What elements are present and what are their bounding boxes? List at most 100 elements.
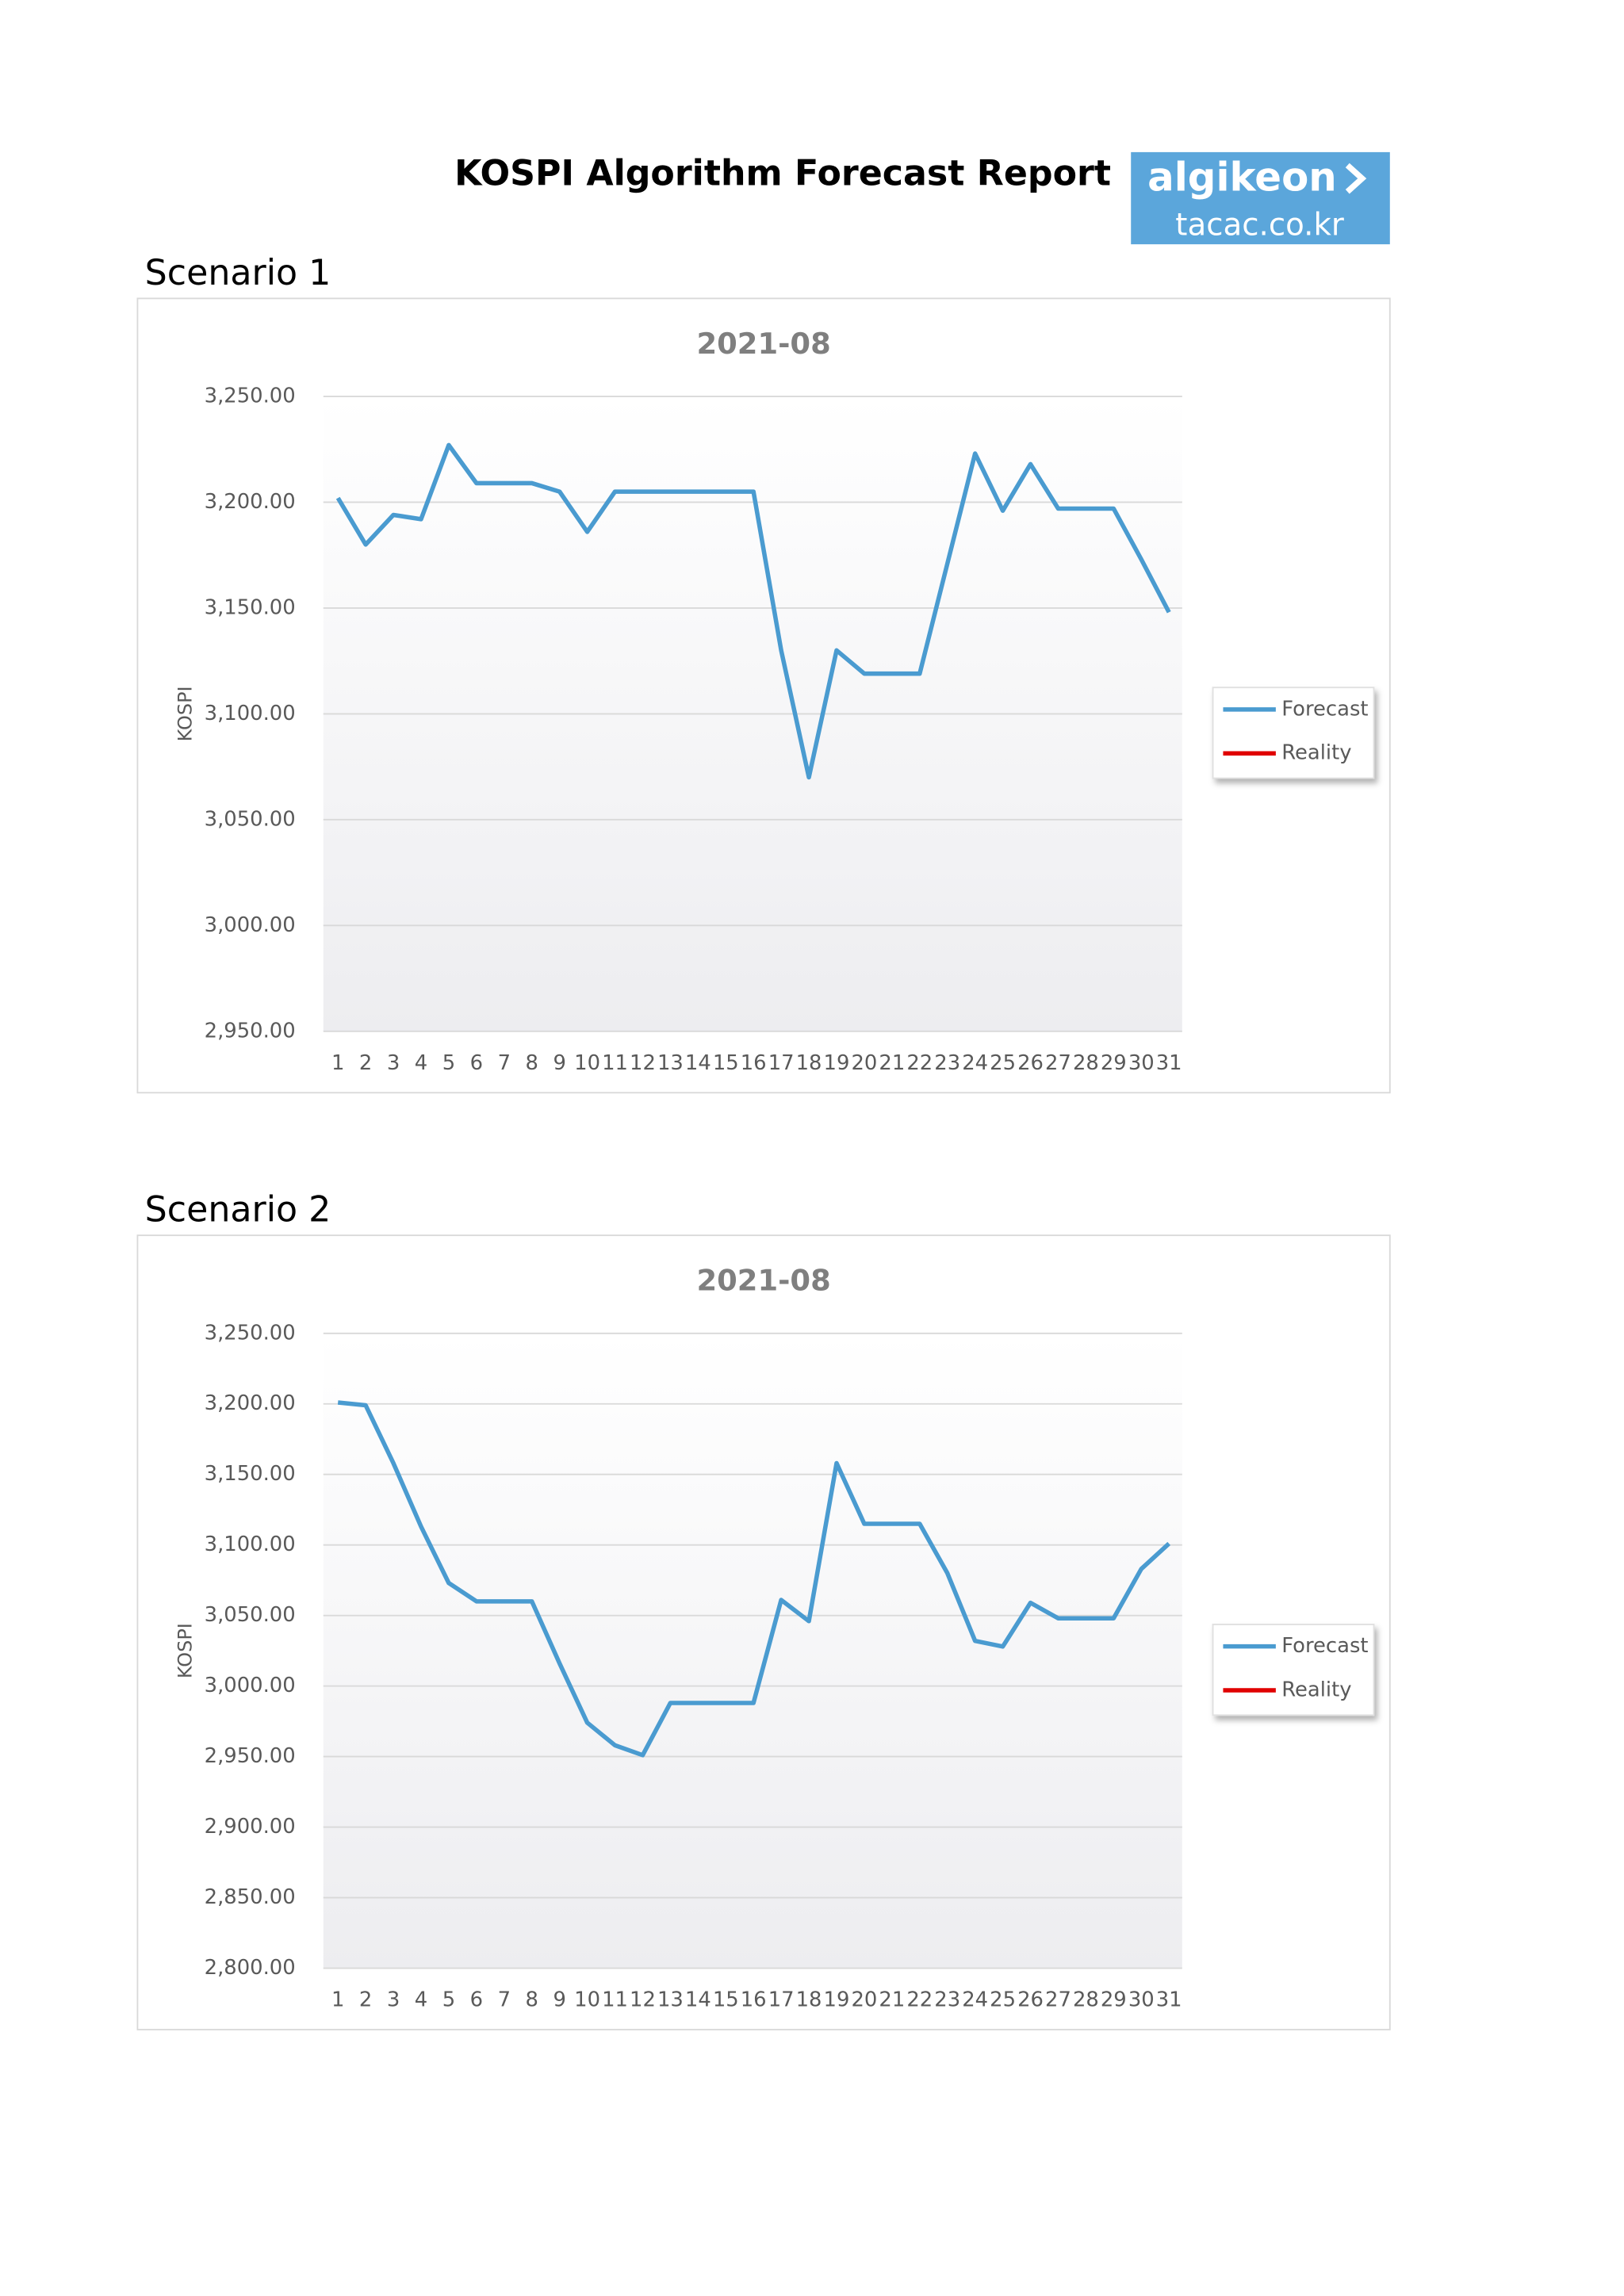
y-axis-label: KOSPI xyxy=(174,1623,196,1678)
legend-label: Reality xyxy=(1281,1678,1351,1701)
y-tick-label: 3,200.00 xyxy=(205,490,296,514)
x-tick-label: 17 xyxy=(768,1051,795,1075)
x-tick-label: 23 xyxy=(934,1051,960,1075)
x-tick-label: 7 xyxy=(498,1988,511,2012)
plot-area xyxy=(323,1333,1182,1969)
y-tick-label: 2,950.00 xyxy=(205,1744,296,1768)
x-tick-label: 25 xyxy=(990,1988,1016,2012)
y-tick-label: 3,200.00 xyxy=(205,1391,296,1415)
x-tick-label: 9 xyxy=(553,1988,565,2012)
series-line xyxy=(337,1400,1171,1758)
x-tick-label: 20 xyxy=(851,1988,877,2012)
x-tick-label: 1 xyxy=(331,1988,344,2012)
x-tick-label: 8 xyxy=(526,1051,538,1075)
legend-box xyxy=(1212,1624,1375,1716)
x-tick-label: 18 xyxy=(796,1988,822,2012)
legend-label: Forecast xyxy=(1281,1634,1368,1658)
x-tick-label: 16 xyxy=(741,1988,767,2012)
y-tick-label: 3,000.00 xyxy=(205,913,296,937)
x-tick-label: 21 xyxy=(879,1051,905,1075)
y-tick-label: 3,100.00 xyxy=(205,702,296,725)
x-tick-label: 1 xyxy=(331,1051,344,1075)
x-tick-label: 26 xyxy=(1017,1051,1044,1075)
x-tick-label: 11 xyxy=(602,1988,628,2012)
chart-title: 2021-08 xyxy=(696,1264,830,1298)
x-tick-label: 20 xyxy=(851,1051,877,1075)
y-tick-label: 3,150.00 xyxy=(205,595,296,619)
x-tick-label: 27 xyxy=(1045,1051,1071,1075)
x-tick-label: 27 xyxy=(1045,1988,1071,2012)
y-tick-label: 3,250.00 xyxy=(205,1321,296,1345)
y-tick-label: 3,150.00 xyxy=(205,1462,296,1486)
x-tick-label: 24 xyxy=(962,1051,988,1075)
x-tick-label: 3 xyxy=(387,1051,400,1075)
y-tick-label: 3,000.00 xyxy=(205,1674,296,1697)
chart-title: 2021-08 xyxy=(696,327,830,361)
y-axis-label: KOSPI xyxy=(174,686,196,741)
x-tick-label: 24 xyxy=(962,1988,988,2012)
x-tick-label: 4 xyxy=(415,1051,427,1075)
logo-chevron xyxy=(1345,163,1367,194)
x-tick-label: 19 xyxy=(824,1051,850,1075)
x-tick-label: 12 xyxy=(630,1988,656,2012)
y-tick-label: 3,100.00 xyxy=(205,1533,296,1556)
x-tick-label: 3 xyxy=(387,1988,400,2012)
x-tick-label: 26 xyxy=(1017,1988,1044,2012)
x-tick-label: 14 xyxy=(685,1988,711,2012)
x-tick-label: 6 xyxy=(470,1051,483,1075)
x-tick-label: 9 xyxy=(553,1051,565,1075)
series-line xyxy=(335,442,1171,780)
logo-name: algikeon xyxy=(1147,154,1337,200)
x-tick-label: 28 xyxy=(1073,1988,1099,2012)
y-tick-label: 2,950.00 xyxy=(205,1019,296,1043)
x-tick-label: 6 xyxy=(470,1988,483,2012)
x-tick-label: 31 xyxy=(1156,1988,1182,2012)
y-tick-label: 3,050.00 xyxy=(205,1603,296,1627)
x-tick-label: 29 xyxy=(1101,1988,1127,2012)
x-tick-label: 25 xyxy=(990,1051,1016,1075)
x-tick-label: 18 xyxy=(796,1051,822,1075)
x-tick-label: 28 xyxy=(1073,1051,1099,1075)
legend-label: Forecast xyxy=(1281,697,1368,721)
y-tick-label: 2,800.00 xyxy=(205,1956,296,1980)
x-tick-label: 23 xyxy=(934,1988,960,2012)
x-tick-label: 30 xyxy=(1128,1988,1155,2012)
x-tick-label: 11 xyxy=(602,1051,628,1075)
x-tick-label: 12 xyxy=(630,1051,656,1075)
x-tick-label: 29 xyxy=(1101,1051,1127,1075)
x-tick-label: 17 xyxy=(768,1988,795,2012)
x-tick-label: 8 xyxy=(526,1988,538,2012)
x-tick-label: 4 xyxy=(415,1988,427,2012)
x-tick-label: 10 xyxy=(574,1051,600,1075)
y-tick-label: 3,250.00 xyxy=(205,385,296,408)
x-tick-label: 21 xyxy=(879,1988,905,2012)
y-tick-label: 2,850.00 xyxy=(205,1885,296,1909)
x-tick-label: 5 xyxy=(442,1988,455,2012)
x-tick-label: 13 xyxy=(657,1051,684,1075)
section-heading: Scenario 2 xyxy=(145,1190,331,1230)
section-heading: Scenario 1 xyxy=(145,253,331,293)
x-tick-label: 16 xyxy=(741,1051,767,1075)
report-title: KOSPI Algorithm Forecast Report xyxy=(454,153,1111,193)
x-tick-label: 5 xyxy=(442,1051,455,1075)
x-tick-label: 30 xyxy=(1128,1051,1155,1075)
x-tick-label: 14 xyxy=(685,1051,711,1075)
x-tick-label: 22 xyxy=(906,1988,933,2012)
x-tick-label: 2 xyxy=(359,1988,372,2012)
legend-label: Reality xyxy=(1281,741,1351,765)
x-tick-label: 31 xyxy=(1156,1051,1182,1075)
legend-box xyxy=(1212,687,1375,779)
x-tick-label: 22 xyxy=(906,1051,933,1075)
x-tick-label: 15 xyxy=(713,1051,739,1075)
logo-domain: tacac.co.kr xyxy=(1175,207,1344,243)
x-tick-label: 2 xyxy=(359,1051,372,1075)
x-tick-label: 19 xyxy=(824,1988,850,2012)
x-tick-label: 10 xyxy=(574,1988,600,2012)
y-tick-label: 3,050.00 xyxy=(205,807,296,831)
x-tick-label: 7 xyxy=(498,1051,511,1075)
y-tick-label: 2,900.00 xyxy=(205,1815,296,1839)
x-tick-label: 13 xyxy=(657,1988,684,2012)
x-tick-label: 15 xyxy=(713,1988,739,2012)
